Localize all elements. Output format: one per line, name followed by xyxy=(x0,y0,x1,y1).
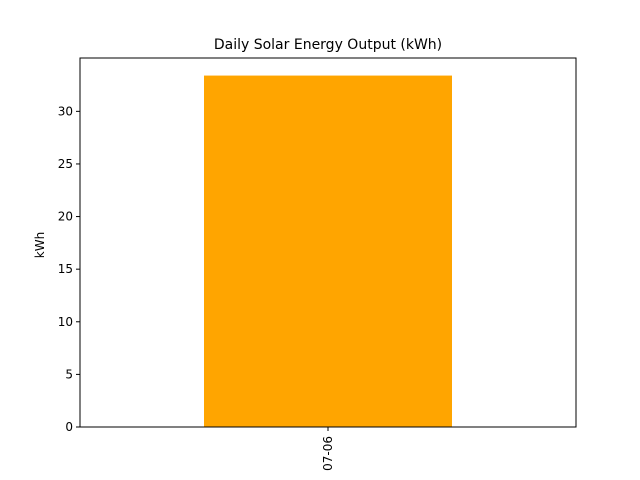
plot-frame xyxy=(79,57,577,428)
y-tick-label: 15 xyxy=(58,262,73,276)
y-tick-label: 5 xyxy=(65,367,73,381)
y-tick-label: 10 xyxy=(58,315,73,329)
y-tick-label: 30 xyxy=(58,104,73,118)
y-axis-label: kWh xyxy=(33,232,47,258)
plot-area: 07-06 0 5 10 15 20 25 30 xyxy=(58,75,452,471)
y-tick-label: 25 xyxy=(58,157,73,171)
y-tick-label: 20 xyxy=(58,210,73,224)
chart-title: Daily Solar Energy Output (kWh) xyxy=(214,37,442,53)
x-tick-label: 07-06 xyxy=(321,436,335,471)
bar-07-06 xyxy=(204,75,452,428)
y-tick-label: 0 xyxy=(65,420,73,434)
